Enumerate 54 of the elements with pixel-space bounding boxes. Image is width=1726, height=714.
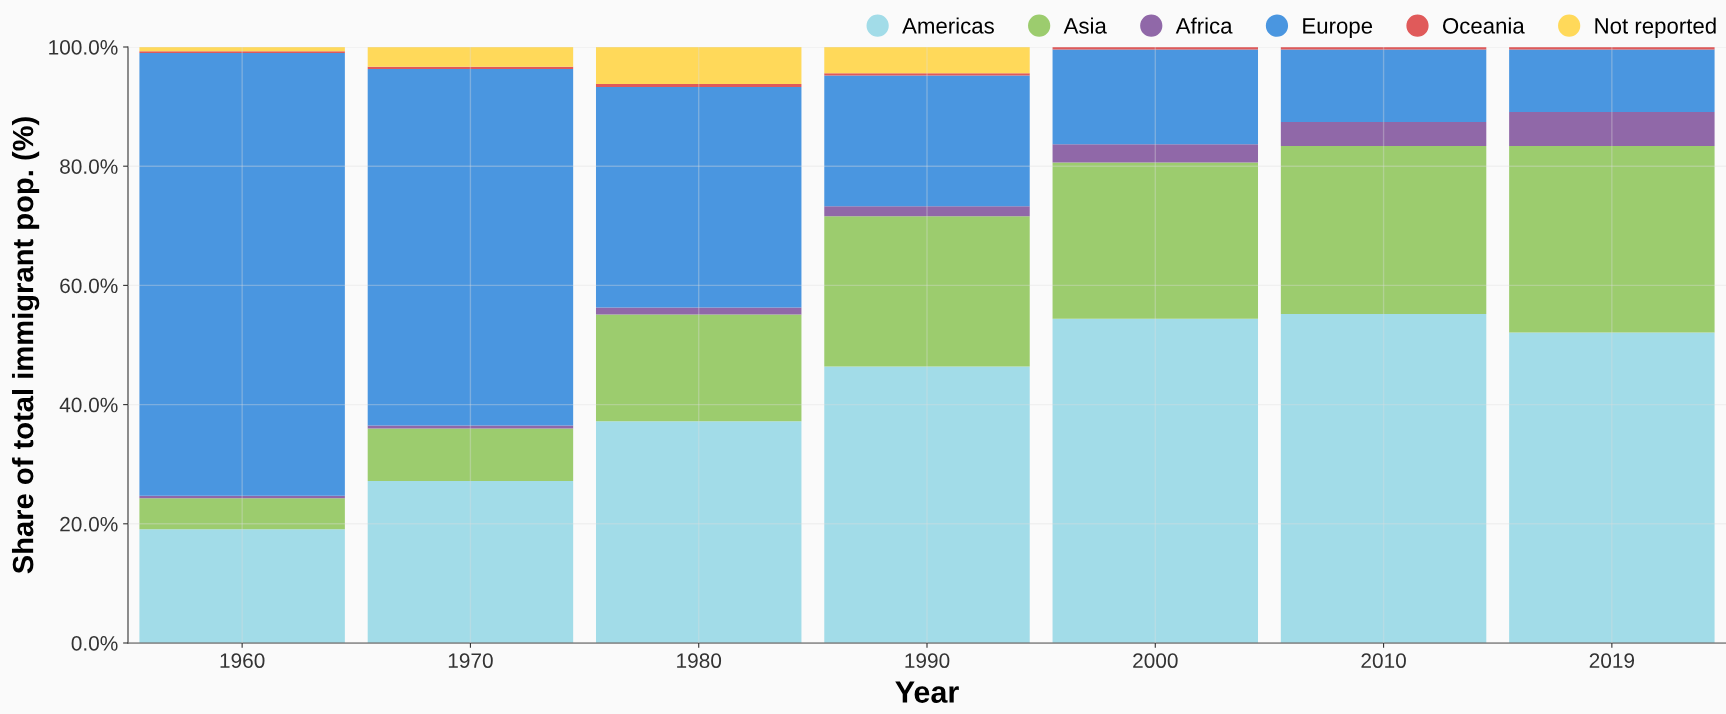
bar: [139, 52, 345, 496]
y-axis-title: Share of total immigrant pop. (%): [11, 117, 40, 574]
bar: [1052, 144, 1259, 163]
x-axis-title: Year: [895, 681, 959, 703]
y-tick-label: 0.0%: [71, 636, 118, 651]
bar: [1509, 332, 1715, 643]
bar: [595, 314, 802, 422]
bar: [1509, 111, 1715, 146]
bar: [595, 421, 802, 643]
bar: [824, 216, 1030, 367]
bar: [595, 47, 802, 84]
bar: [1280, 122, 1487, 146]
bar: [367, 47, 574, 67]
bar: [824, 73, 1030, 76]
bar: [1052, 162, 1259, 319]
bar: [367, 480, 574, 643]
x-tick-label: 2019: [1589, 653, 1635, 669]
bar: [824, 366, 1030, 643]
bar: [367, 69, 574, 426]
y-tick-label: 60.0%: [60, 278, 118, 294]
bar: [595, 86, 802, 308]
x-tick-label: 2000: [1133, 653, 1178, 669]
bar: [1280, 314, 1487, 643]
y-tick-label: 100.0%: [49, 40, 118, 55]
y-tick-label: 40.0%: [59, 397, 118, 413]
legend-label: Europe: [1303, 18, 1373, 39]
x-tick-label: 1970: [448, 653, 493, 669]
bar: [1280, 49, 1487, 123]
bar: [367, 428, 574, 481]
x-tick-label: 2010: [1361, 653, 1406, 669]
bar: [139, 498, 345, 530]
legend-label: Americas: [902, 17, 994, 34]
bar: [595, 307, 802, 315]
x-tick-label: 1980: [677, 653, 722, 669]
legend-label: Oceania: [1443, 17, 1525, 34]
y-tick-label: 20.0%: [60, 516, 118, 532]
bar: [1509, 145, 1715, 333]
bar: [824, 206, 1030, 217]
bar: [139, 529, 345, 643]
x-tick-label: 1960: [220, 653, 265, 669]
bar: [1509, 49, 1715, 112]
legend-label: Asia: [1063, 17, 1107, 34]
bar: [1280, 145, 1487, 315]
bar: [1052, 49, 1259, 145]
legend-label: Africa: [1175, 17, 1233, 34]
y-tick-label: 80.0%: [60, 159, 118, 174]
bar: [1052, 318, 1259, 643]
bar: [595, 83, 802, 87]
bar: [824, 47, 1030, 74]
bar: [824, 75, 1030, 207]
legend-label: Not reported: [1595, 17, 1716, 39]
bar: [139, 47, 345, 52]
x-tick-label: 1990: [905, 653, 950, 669]
bar: [367, 425, 574, 429]
